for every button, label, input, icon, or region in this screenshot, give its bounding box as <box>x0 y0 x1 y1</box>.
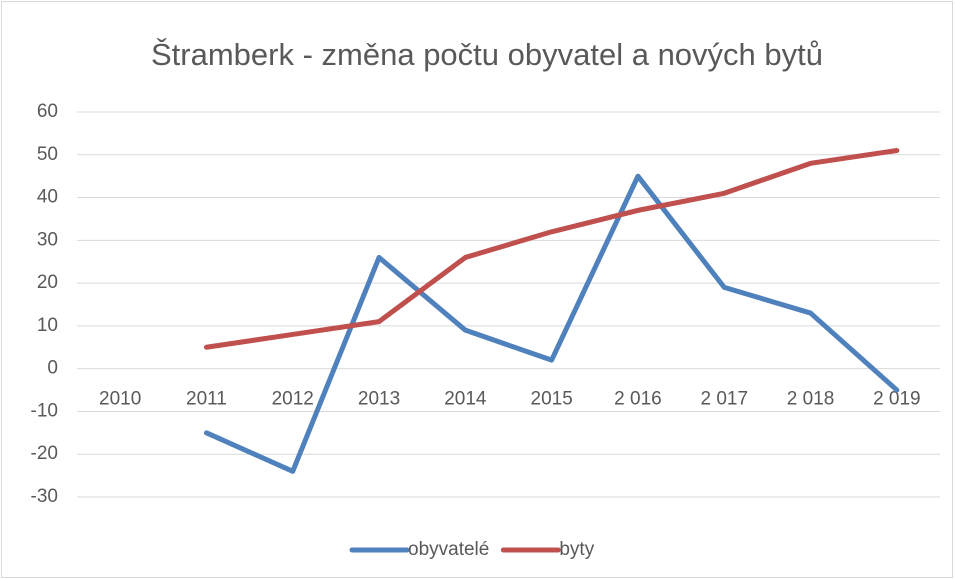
x-tick-label: 2 016 <box>614 389 662 410</box>
y-tick-label: -30 <box>31 486 58 507</box>
chart-title: Štramberk - změna počtu obyvatel a novýc… <box>151 37 823 72</box>
y-tick-label: -20 <box>31 443 58 464</box>
y-tick-label: 20 <box>37 272 58 293</box>
series-line <box>203 173 900 474</box>
legend-label: obyvatelé <box>408 539 489 560</box>
x-tick-label: 2014 <box>444 389 487 410</box>
y-tick-label: 30 <box>37 229 58 250</box>
y-tick-label: -10 <box>31 400 58 421</box>
series-line <box>203 148 900 350</box>
legend-label: byty <box>559 539 594 560</box>
x-tick-label: 2 019 <box>873 389 921 410</box>
x-tick-label: 2010 <box>99 389 141 410</box>
x-tick-label: 2015 <box>531 389 573 410</box>
x-tick-label: 2013 <box>358 389 400 410</box>
y-tick-label: 0 <box>47 358 58 379</box>
x-tick-label: 2 018 <box>787 389 835 410</box>
y-tick-label: 10 <box>37 315 58 336</box>
x-tick-label: 2 017 <box>700 389 748 410</box>
y-tick-label: 60 <box>37 101 58 122</box>
x-tick-label: 2012 <box>272 389 314 410</box>
y-tick-label: 50 <box>37 144 58 165</box>
x-tick-label: 2011 <box>186 389 227 410</box>
y-tick-label: 40 <box>37 187 58 208</box>
